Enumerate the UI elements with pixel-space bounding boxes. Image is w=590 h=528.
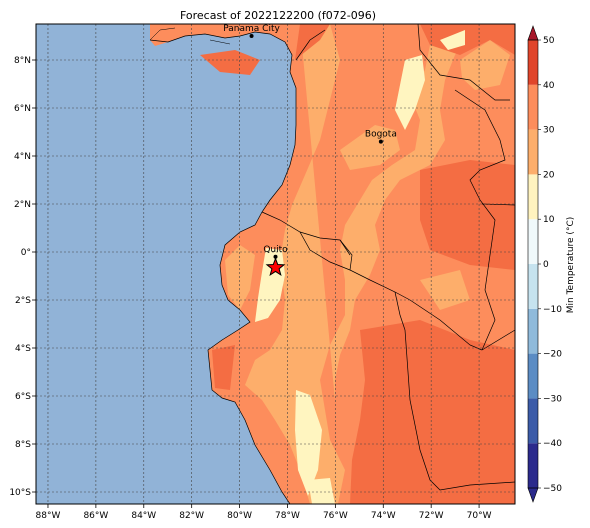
temp-band-30-40 [295,24,330,60]
lat-tick-label: 4°S [15,344,31,354]
city-dot [378,139,383,144]
lat-tick-label: 2°S [15,296,31,306]
star-marker [265,257,286,277]
map-area [36,24,515,504]
temp-band-0-10 [440,30,465,50]
lat-tick-label: 10°S [9,488,31,498]
country-borders [149,27,231,45]
city-markers: Panama City Bogota Quito [223,24,397,259]
colorbar-tick-label: 50 [543,36,555,46]
lon-tick-label: 80°W [227,511,252,521]
colorbar-tick-label: −40 [543,439,562,449]
colorbar-bin [528,308,538,354]
colorbar-tick-label: 40 [543,81,555,91]
colorbar-tick-label: 20 [543,170,555,180]
lon-tick-label: 72°W [419,511,444,521]
lon-tick-label: 74°W [371,511,396,521]
lon-tick-label: 76°W [323,511,348,521]
colorbar-bin [528,219,538,264]
city-dot [249,34,254,38]
temp-band-30-40 [350,320,515,504]
temp-band-10-20 [225,245,255,310]
colorbar-label: Min Temperature (°C) [566,217,576,314]
lon-tick-label: 82°W [179,511,204,521]
colorbar-tick-label: 10 [543,215,555,225]
lat-tick-label: 8°N [14,56,31,66]
lon-tick-label: 88°W [36,511,61,521]
lat-tick-label: 6°N [14,104,31,114]
colorbar-bin [528,40,538,85]
lon-tick-label: 70°W [467,511,492,521]
colorbar-extend-max [527,25,539,41]
temp-band-10-20 [245,24,470,504]
location-marker [265,257,286,277]
temp-band-30-40 [200,50,260,75]
temp-band-30-40 [420,24,515,55]
colorbar-tick-label: −50 [543,484,562,494]
colorbar-tick-label: −30 [543,394,562,404]
graticule [36,24,515,504]
temp-band-10-20 [460,40,510,90]
city-dot [273,254,278,259]
temp-band-10-20 [340,125,400,170]
colorbar-bin [528,84,538,130]
axis-tick-labels: 88°W 86°W 84°W 82°W 80°W 78°W 76°W 74°W 72°W 70°W… [9,56,491,521]
map-frame [35,23,516,505]
colorbar-tick-label: −10 [543,305,562,315]
colorbar-extend-min [527,487,539,503]
lat-tick-label: 0° [21,248,31,258]
colorbar-bin [528,398,538,444]
colorbar-tick-label: −20 [543,350,562,360]
city-label: Panama City [223,24,280,34]
temp-band-30-40 [420,160,515,270]
city-label: Quito [263,245,288,255]
country-borders [149,24,515,504]
temp-band-0-10 [395,55,425,130]
lon-tick-label: 86°W [83,511,108,521]
colorbar-tick-label: 30 [543,126,555,136]
temp-band-30-40 [212,345,235,390]
colorbar-bin [528,129,538,175]
colorbar-bin [528,353,538,399]
lat-tick-label: 4°N [14,152,31,162]
colorbar-tick-label: 0 [543,260,549,270]
colorbar-bin [528,264,538,309]
temp-band-0-10 [295,390,322,496]
lon-tick-label: 78°W [275,511,300,521]
lat-tick-label: 8°S [15,440,31,450]
figure-title: Forecast of 2022122200 (f072-096) [180,9,376,22]
temp-band-0-10 [308,478,335,504]
lat-tick-label: 2°N [14,200,31,210]
colorbar-bin [528,174,538,220]
colorbar-bin [528,443,538,488]
colorbar: −50 −40 −30 −20 −10 0 10 20 30 40 50 [527,25,562,503]
lon-tick-label: 84°W [131,511,156,521]
city-label: Bogota [365,130,397,140]
lat-tick-label: 6°S [15,392,31,402]
